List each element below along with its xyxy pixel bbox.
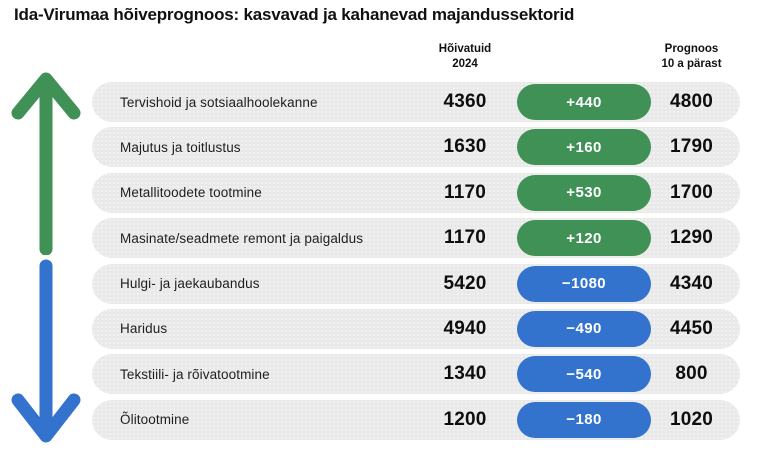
sector-label: Hulgi- ja jaekaubandus xyxy=(120,276,260,292)
change-badge-cell: +440 xyxy=(515,84,653,120)
employed-2024-value: 1340 xyxy=(443,363,487,385)
table-row: Hulgi- ja jaekaubandus 5420 −1080 4340 xyxy=(92,263,740,304)
sector-label: Õlitootmine xyxy=(120,412,190,428)
employed-2024-value: 5420 xyxy=(443,272,487,294)
change-badge: −1080 xyxy=(517,265,651,302)
column-header-forecast: Prognoos 10 a pärast xyxy=(661,43,722,70)
sector-label: Majutus ja toitlustus xyxy=(120,139,241,155)
change-badge-cell: +160 xyxy=(515,129,653,166)
change-badge-cell: −490 xyxy=(515,310,653,347)
change-badge: −180 xyxy=(517,401,651,438)
decline-arrow-down-icon xyxy=(11,259,81,443)
forecast-value: 1020 xyxy=(669,408,714,430)
employed-2024-value: 1170 xyxy=(443,181,487,203)
change-badge: +440 xyxy=(517,84,651,120)
growth-arrow-up-icon xyxy=(11,72,81,255)
forecast-value: 4800 xyxy=(669,91,714,112)
employed-2024-value: 1170 xyxy=(443,227,487,249)
employed-2024-value: 1200 xyxy=(443,408,487,430)
change-badge: +120 xyxy=(517,220,651,257)
table-row: Majutus ja toitlustus 1630 +160 1790 xyxy=(92,127,740,168)
forecast-value: 1700 xyxy=(669,181,714,203)
forecast-value: 1290 xyxy=(669,227,714,249)
forecast-value: 4450 xyxy=(669,317,714,339)
sector-label: Tervishoid ja sotsiaalhoolekanne xyxy=(120,94,318,110)
forecast-value: 800 xyxy=(675,363,708,385)
change-badge-cell: +530 xyxy=(515,174,653,211)
table-row: Masinate/seadmete remont ja paigaldus 11… xyxy=(92,218,740,259)
table-row: Tekstiili- ja rõivatootmine 1340 −540 80… xyxy=(92,354,740,395)
sector-label: Metallitoodete tootmine xyxy=(120,185,262,201)
sector-label: Tekstiili- ja rõivatootmine xyxy=(120,366,270,382)
employed-2024-value: 4940 xyxy=(443,317,487,339)
table-row: Haridus 4940 −490 4450 xyxy=(92,308,740,349)
change-badge: −490 xyxy=(517,310,651,347)
change-badge: +160 xyxy=(517,129,651,166)
sector-label: Masinate/seadmete remont ja paigaldus xyxy=(120,230,364,246)
sector-label: Haridus xyxy=(120,321,168,337)
page-title: Ida-Virumaa hõiveprognoos: kasvavad ja k… xyxy=(14,5,575,24)
change-badge: +530 xyxy=(517,174,651,211)
column-header-employed-2024: Hõivatuid 2024 xyxy=(438,43,492,70)
change-badge-cell: −1080 xyxy=(515,265,653,302)
employed-2024-value: 1630 xyxy=(443,136,487,158)
table-row: Õlitootmine 1200 −180 1020 xyxy=(92,399,740,440)
change-badge-cell: −540 xyxy=(515,356,653,393)
sector-table: Tervishoid ja sotsiaalhoolekanne 4360 +4… xyxy=(92,82,740,440)
forecast-value: 4340 xyxy=(669,272,714,294)
change-badge: −540 xyxy=(517,356,651,393)
column-headers: Hõivatuid 2024 Prognoos 10 a pärast xyxy=(92,42,740,72)
change-badge-cell: −180 xyxy=(515,401,653,438)
table-row: Tervishoid ja sotsiaalhoolekanne 4360 +4… xyxy=(92,82,740,122)
table-row: Metallitoodete tootmine 1170 +530 1700 xyxy=(92,172,740,213)
employed-2024-value: 4360 xyxy=(443,91,487,112)
change-badge-cell: +120 xyxy=(515,220,653,257)
forecast-value: 1790 xyxy=(669,136,714,158)
